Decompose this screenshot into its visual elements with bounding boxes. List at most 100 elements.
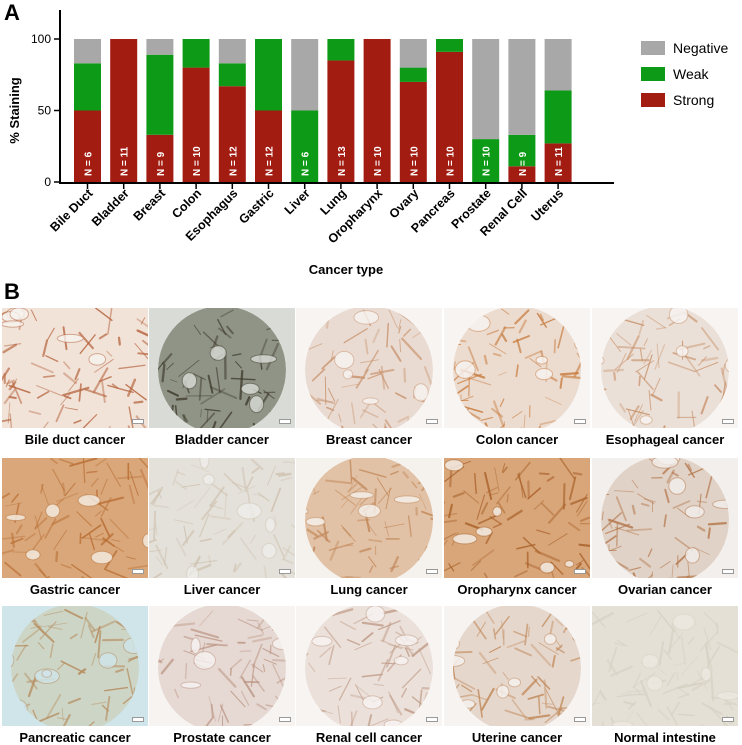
x-tick-label: Breast [131, 186, 169, 224]
scale-bar [132, 419, 144, 424]
legend-label-strong: Strong [673, 92, 714, 108]
tissue-drawing [592, 606, 738, 726]
bar-negative-liver [291, 39, 319, 111]
tissue-image-uterine-cancer [444, 606, 590, 726]
tissue-drawing [158, 606, 286, 726]
bar-strong-bile-duct [74, 110, 101, 182]
x-tick-label: Ovary [386, 186, 421, 221]
n-label: N = 9 [156, 151, 167, 176]
bar-weak-prostate [472, 139, 500, 182]
tissue-image-colon-cancer [444, 308, 590, 428]
bar-strong-breast [146, 134, 174, 182]
scale-bar [574, 569, 586, 574]
y-axis-label: % Staining [7, 77, 22, 144]
tissue-drawing [453, 606, 581, 726]
tissue-image-renal-cell-cancer [296, 606, 442, 726]
n-label: N = 11 [554, 146, 565, 176]
legend-label-negative: Negative [673, 40, 728, 56]
n-label: N = 10 [373, 146, 384, 176]
tile-gastric-cancer: Gastric cancer [2, 458, 148, 597]
bar-weak-colon [182, 39, 210, 68]
tissue-drawing [2, 308, 148, 428]
tissue-image-liver-cancer [149, 458, 295, 578]
y-tick-label: 100 [31, 32, 51, 46]
bar-strong-colon [182, 67, 210, 182]
tile-bile-duct-cancer: Bile duct cancer [2, 308, 148, 447]
tissue-image-normal-intestine [592, 606, 738, 726]
tile-bladder-cancer: Bladder cancer [149, 308, 295, 447]
scale-bar [279, 419, 291, 424]
tissue-drawing [305, 458, 433, 578]
tissue-image-breast-cancer [296, 308, 442, 428]
tissue-drawing [305, 606, 433, 726]
legend-swatch-negative [641, 41, 665, 55]
tile-caption: Esophageal cancer [605, 432, 725, 447]
scale-bar [722, 569, 734, 574]
tile-oropharynx-cancer: Oropharynx cancer [444, 458, 590, 597]
n-label: N = 10 [409, 146, 420, 176]
n-label: N = 10 [192, 146, 203, 176]
panel-a-label: A [4, 0, 20, 25]
scale-bar [722, 717, 734, 722]
x-tick-label: Colon [169, 186, 204, 221]
bar-strong-esophagus [218, 86, 246, 182]
tissue-image-bladder-cancer [149, 308, 295, 428]
n-label: N = 10 [446, 146, 457, 176]
tissue-image-esophageal-cancer [592, 308, 738, 428]
bar-weak-bile-duct [74, 63, 101, 111]
bar-negative-bile-duct [74, 39, 101, 64]
tile-breast-cancer: Breast cancer [296, 308, 442, 447]
tissue-drawing [444, 458, 590, 578]
x-tick-label: Bladder [89, 186, 132, 229]
tissue-drawing [149, 458, 295, 578]
tile-prostate-cancer: Prostate cancer [149, 606, 295, 745]
tile-caption: Bladder cancer [175, 432, 269, 447]
x-tick-label: Gastric [236, 186, 276, 226]
tile-colon-cancer: Colon cancer [444, 308, 590, 447]
scale-bar [574, 717, 586, 722]
bar-weak-lung [327, 39, 355, 61]
tissue-image-oropharynx-cancer [444, 458, 590, 578]
bar-strong-lung [327, 60, 355, 183]
tissue-image-bile-duct-cancer [2, 308, 148, 428]
bar-weak-pancreas [436, 39, 463, 52]
tile-caption: Renal cell cancer [315, 730, 423, 745]
tile-lung-cancer: Lung cancer [296, 458, 442, 597]
tile-caption: Ovarian cancer [618, 582, 712, 597]
tile-caption: Liver cancer [183, 582, 261, 597]
tile-liver-cancer: Liver cancer [149, 458, 295, 597]
bar-weak-uterus [544, 90, 572, 144]
bar-strong-pancreas [436, 51, 463, 183]
x-axis-label: Cancer type [309, 262, 383, 277]
scale-bar [426, 419, 438, 424]
tile-caption: Prostate cancer [173, 730, 271, 745]
tile-esophageal-cancer: Esophageal cancer [592, 308, 738, 447]
tile-caption: Bile duct cancer [24, 432, 126, 447]
tile-caption: Colon cancer [475, 432, 559, 447]
scale-bar [426, 717, 438, 722]
tile-caption: Uterine cancer [471, 730, 563, 745]
tissue-image-ovarian-cancer [592, 458, 738, 578]
legend-swatch-weak [641, 67, 665, 81]
bar-weak-esophagus [218, 63, 246, 87]
tile-caption: Breast cancer [326, 432, 412, 447]
scale-bar [132, 717, 144, 722]
n-label: N = 6 [84, 151, 95, 176]
tile-caption: Normal intestine [614, 730, 716, 745]
scale-bar [279, 569, 291, 574]
n-label: N = 6 [301, 151, 312, 176]
tile-caption: Pancreatic cancer [19, 730, 131, 745]
tissue-image-prostate-cancer [149, 606, 295, 726]
bar-negative-renal-cell [508, 39, 536, 135]
tissue-image-gastric-cancer [2, 458, 148, 578]
bar-negative-uterus [544, 39, 572, 91]
legend-label-weak: Weak [673, 66, 710, 82]
scale-bar [722, 419, 734, 424]
tissue-drawing [601, 458, 729, 578]
y-tick-label: 0 [44, 175, 51, 189]
tissue-drawing [453, 308, 581, 428]
n-label: N = 12 [265, 146, 276, 176]
tile-ovarian-cancer: Ovarian cancer [592, 458, 738, 597]
n-label: N = 10 [482, 146, 493, 176]
bar-strong-gastric [255, 110, 282, 182]
